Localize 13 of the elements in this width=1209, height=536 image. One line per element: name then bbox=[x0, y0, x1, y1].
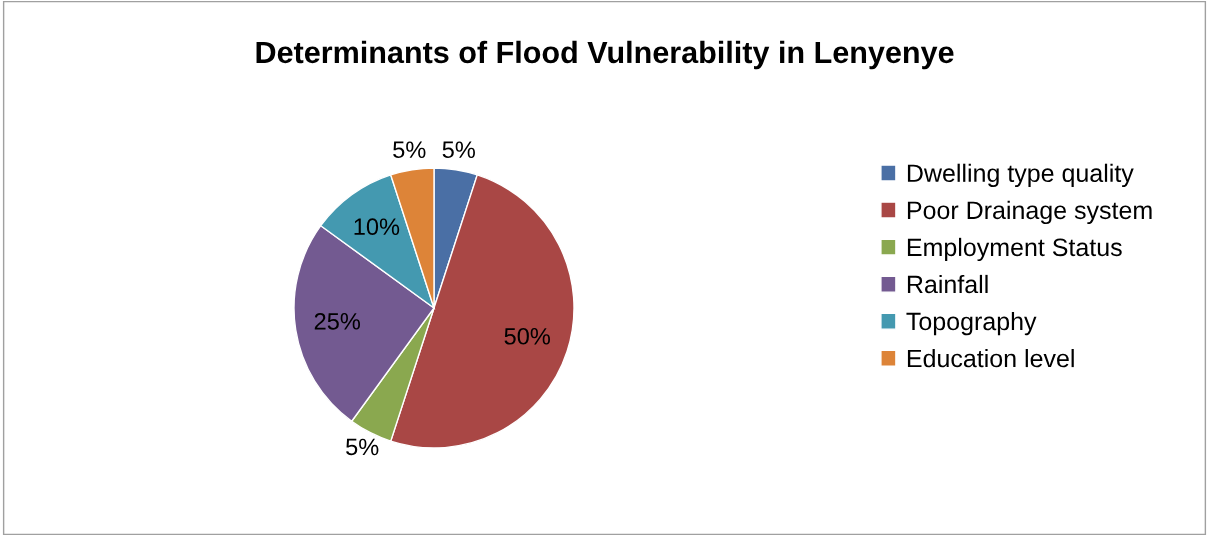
legend-label: Topography bbox=[906, 311, 1037, 336]
data-label: 5% bbox=[393, 141, 426, 159]
data-label: 25% bbox=[314, 312, 360, 330]
data-label: 50% bbox=[504, 327, 550, 345]
legend-label: Education level bbox=[907, 348, 1074, 368]
data-label: 5% bbox=[346, 438, 379, 456]
chart-title: Determinants of Flood Vulnerability in Lenyenye bbox=[256, 40, 954, 70]
legend-label: Poor Drainage system bbox=[907, 200, 1152, 225]
data-label: 10% bbox=[354, 218, 400, 236]
legend-label: Rainfall bbox=[907, 274, 988, 294]
legend-label: Employment Status bbox=[907, 237, 1122, 262]
data-label: 5% bbox=[442, 141, 475, 159]
legend-label: Dwelling type quality bbox=[907, 163, 1134, 188]
